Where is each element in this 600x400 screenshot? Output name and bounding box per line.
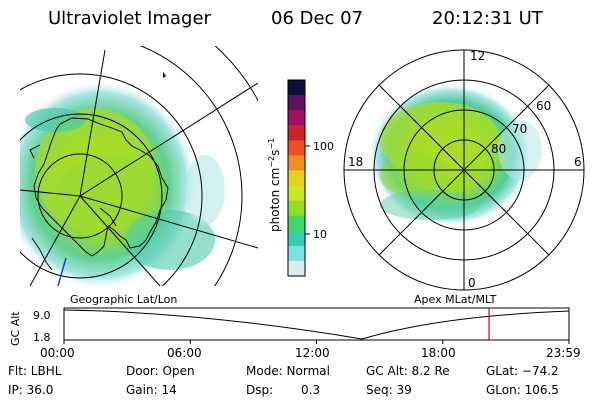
geographic-grid xyxy=(20,46,258,286)
status-glon: GLon: 106.5 xyxy=(486,383,559,397)
colorbar-tick-label-10: 10 xyxy=(313,228,327,241)
colorbar-swatch xyxy=(288,125,305,141)
colorbar-swatch xyxy=(288,110,305,126)
meridian-marker xyxy=(57,257,67,286)
instrument-title: Ultraviolet Imager xyxy=(48,8,212,29)
magnetic-auroral-image xyxy=(368,83,542,227)
timeline-xtick-2359: 23:59 xyxy=(546,346,581,360)
polar-grid xyxy=(343,49,585,291)
colorbar-swatch xyxy=(288,245,305,262)
timeline-ytick-low: 1.8 xyxy=(33,331,51,344)
colorbar-unit-label: photon cm−2s−1 xyxy=(267,138,282,232)
colorbar-swatch xyxy=(288,215,305,232)
auroral-oval-image xyxy=(20,80,225,286)
mlt-label-dawn: 6 xyxy=(574,155,582,169)
colorbar: 100 10 photon cm−2s−1 xyxy=(267,79,334,277)
antarctica-coastline xyxy=(29,117,169,271)
colorbar-unit-prefix: photon cm xyxy=(268,168,282,232)
geographic-image-panel xyxy=(20,46,258,286)
colorbar-swatch xyxy=(288,140,305,156)
colorbar-unit-mid: s xyxy=(268,150,282,156)
altitude-curve xyxy=(63,309,570,340)
timeline-ylabel: GC Alt xyxy=(9,311,22,346)
status-dsp-value: 0.3 xyxy=(301,383,320,397)
status-gc-alt: GC Alt: 8.2 Re xyxy=(366,364,450,378)
colorbar-unit-exp2: −1 xyxy=(267,138,276,150)
status-door: Door: Open xyxy=(126,364,195,378)
colorbar-tick-label-100: 100 xyxy=(313,140,334,153)
terminator-mark xyxy=(163,72,166,78)
status-gain: Gain: 14 xyxy=(126,383,177,397)
colorbar-swatch xyxy=(288,170,305,187)
status-filter: Flt: LBHL xyxy=(8,364,62,378)
status-block: Flt: LBHL IP: 36.0 Door: Open Gain: 14 M… xyxy=(8,364,559,397)
colorbar-swatch xyxy=(288,155,305,172)
timeline-xtick-1800: 18:00 xyxy=(421,346,456,360)
colorbar-swatch xyxy=(288,260,305,277)
colorbar-swatch xyxy=(288,95,305,111)
status-glat: GLat: −74.2 xyxy=(486,364,559,378)
colorbar-gradient xyxy=(288,80,305,277)
colorbar-swatch xyxy=(288,185,305,202)
status-seq: Seq: 39 xyxy=(366,383,412,397)
geographic-label: Geographic Lat/Lon xyxy=(70,293,177,306)
timeline-ytick-high: 9.0 xyxy=(33,309,51,322)
colorbar-frame xyxy=(287,79,306,277)
timeline-ticks xyxy=(63,340,570,344)
status-mode: Mode: Normal xyxy=(246,364,330,378)
time-label: 20:12:31 UT xyxy=(432,8,544,29)
colorbar-swatch xyxy=(288,230,305,247)
date-label: 06 Dec 07 xyxy=(271,8,363,29)
status-ip: IP: 36.0 xyxy=(8,383,53,397)
colorbar-unit-exp1: −2 xyxy=(267,156,276,168)
timeline-xtick-0600: 06:00 xyxy=(167,346,202,360)
mlat-label-80: 80 xyxy=(491,142,506,156)
mlt-label-midnight: 0 xyxy=(468,276,476,290)
mlat-label-70: 70 xyxy=(512,122,527,136)
colorbar-swatch xyxy=(288,200,305,217)
timeline-xtick-0000: 00:00 xyxy=(40,346,75,360)
magnetic-label: Apex MLat/MLT xyxy=(414,293,497,306)
colorbar-swatch xyxy=(288,80,305,96)
timeline-xtick-1200: 12:00 xyxy=(295,346,330,360)
status-dsp-label: Dsp: xyxy=(246,383,273,397)
mlat-label-60: 60 xyxy=(536,99,551,113)
magnetic-image-panel: 12 0 18 6 60 70 80 xyxy=(343,49,585,291)
mlt-label-noon: 12 xyxy=(470,49,485,63)
mlt-label-dusk: 18 xyxy=(348,155,363,169)
altitude-timeline: GC Alt 9.0 1.8 00:00 06:00 12:00 18:00 2… xyxy=(9,307,581,360)
